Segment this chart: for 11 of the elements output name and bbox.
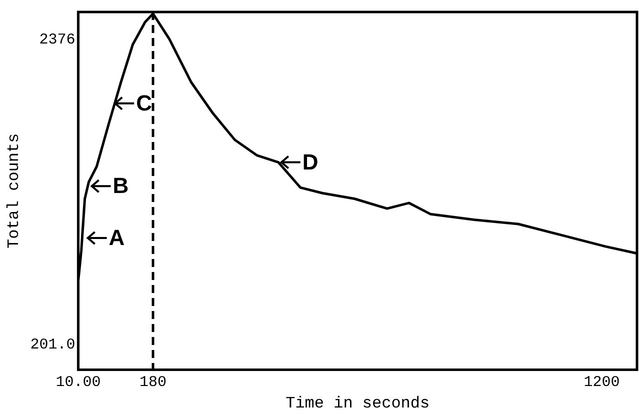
x-tick-label: 180 (140, 374, 167, 391)
annotation: D (302, 149, 318, 174)
x-axis-title: Time in seconds (286, 394, 430, 413)
x-tick-label: 1200 (584, 374, 620, 391)
y-tick-label: 201.0 (30, 336, 76, 354)
y-tick-label: 2376 (39, 31, 76, 48)
annotation: A (108, 225, 125, 250)
annotation: B (112, 173, 129, 198)
x-tick-label: 10.00 (56, 374, 101, 391)
y-axis-title: Total counts (4, 133, 23, 249)
annotation: C (136, 90, 152, 116)
